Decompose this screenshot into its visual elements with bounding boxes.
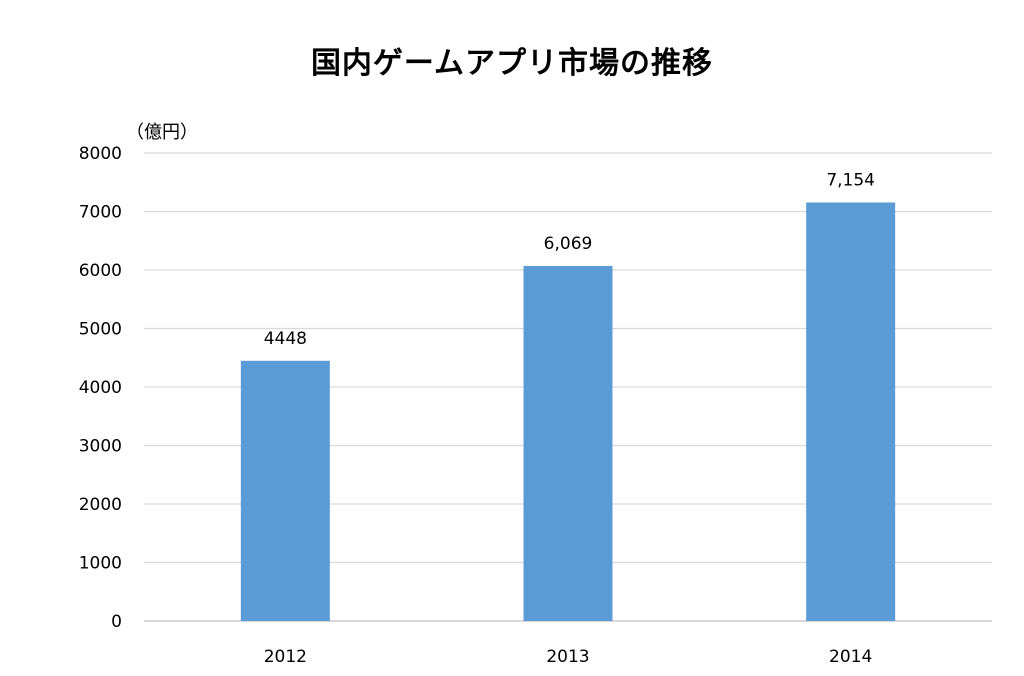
x-tick-label: 2013 [546, 647, 589, 667]
data-label-2012: 4448 [264, 329, 307, 349]
data-label-2014: 7,154 [826, 170, 875, 190]
y-tick-label: 1000 [79, 554, 122, 574]
y-tick-label: 3000 [79, 437, 122, 457]
bars [240, 202, 896, 621]
chart-title: 国内ゲームアプリ市場の推移 [310, 46, 714, 81]
y-tick-label: 7000 [79, 203, 122, 223]
y-tick-label: 8000 [79, 144, 122, 164]
data-labels: 4448 6,069 7,154 [264, 170, 875, 348]
y-tick-label: 2000 [79, 495, 122, 515]
bar-2012 [240, 360, 330, 621]
y-tick-label: 6000 [79, 261, 122, 281]
y-tick-label: 0 [111, 612, 122, 632]
x-axis-ticks: 2012 2013 2014 [264, 647, 873, 667]
x-tick-label: 2014 [829, 647, 872, 667]
y-tick-label: 5000 [79, 320, 122, 340]
bar-2014 [806, 202, 896, 621]
x-tick-label: 2012 [264, 647, 307, 667]
y-tick-label: 4000 [79, 378, 122, 398]
y-unit-label: （億円） [126, 122, 198, 143]
bar-2013 [523, 265, 613, 621]
data-label-2013: 6,069 [544, 234, 593, 254]
y-axis-ticks: 0 1000 2000 3000 4000 5000 6000 7000 8000 [79, 144, 122, 632]
